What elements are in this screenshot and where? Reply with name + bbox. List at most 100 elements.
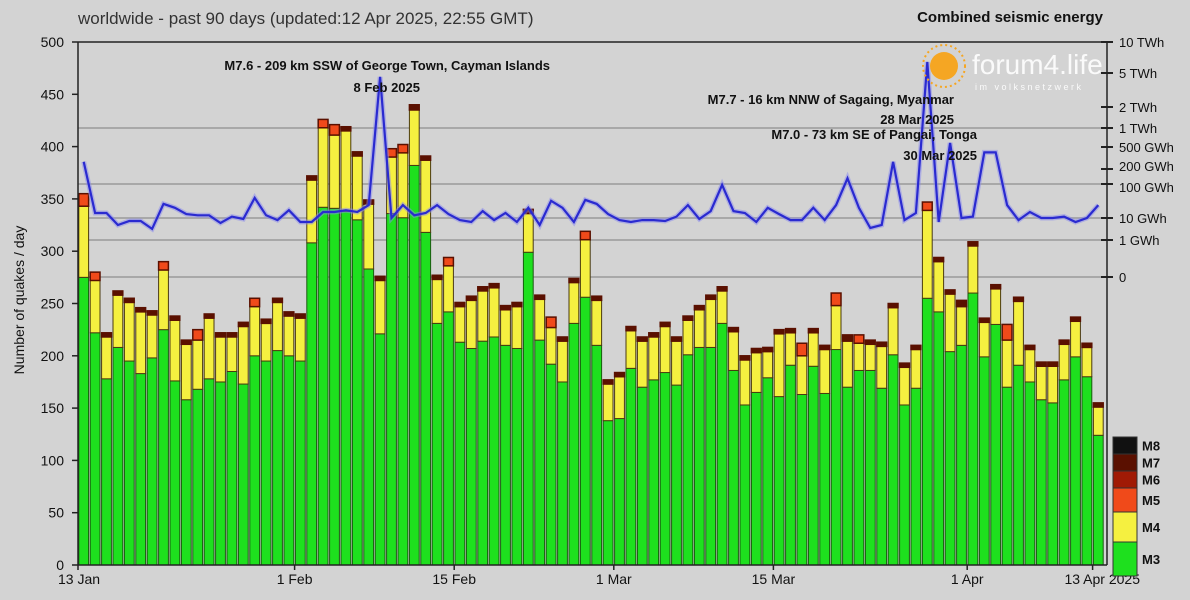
bar-m5-plus	[169, 315, 181, 321]
y2-tick-label: 200 GWh	[1119, 159, 1174, 174]
day-bar	[260, 318, 272, 566]
bar-m3	[853, 369, 865, 566]
bar-m4	[990, 288, 1002, 325]
day-bar	[237, 321, 249, 566]
bar-m3	[728, 369, 739, 566]
bar-m3	[557, 381, 568, 566]
bar-m4	[864, 343, 876, 371]
bar-m4	[625, 330, 637, 369]
bar-m4	[910, 349, 922, 389]
bar-m3	[397, 217, 409, 566]
bar-m4	[158, 269, 169, 331]
bar-m3	[750, 391, 762, 566]
bar-m5-plus	[1058, 339, 1070, 346]
bar-m4	[750, 352, 762, 393]
bar-m5-plus	[89, 271, 101, 282]
annotation-text: M7.7 - 16 km NNW of Sagaing, Myanmar	[708, 92, 954, 107]
day-bar	[340, 125, 352, 566]
bar-m5-plus	[249, 297, 261, 308]
bar-m5-plus	[351, 151, 363, 157]
bar-m5-plus	[1069, 316, 1082, 323]
chart-title: worldwide - past 90 days (updated:12 Apr…	[77, 9, 533, 28]
bar-m4	[465, 299, 477, 349]
bar-m3	[158, 329, 169, 566]
bar-m4	[853, 342, 865, 371]
day-bar	[602, 379, 614, 566]
day-bar	[739, 355, 751, 566]
bar-m5-plus	[1024, 344, 1036, 351]
day-bar	[693, 304, 705, 566]
bar-m5-plus	[739, 355, 751, 361]
legend-swatch-m3	[1112, 541, 1138, 577]
y2-tick-label: 5 TWh	[1119, 66, 1157, 81]
bar-m5-plus	[100, 332, 113, 338]
day-bar	[454, 301, 466, 566]
day-bar	[442, 256, 455, 566]
bar-m4	[1092, 406, 1104, 436]
bar-m4	[500, 309, 511, 346]
bar-m5-plus	[260, 318, 272, 325]
bar-m5-plus	[841, 334, 854, 342]
bar-m4	[363, 203, 375, 270]
y2-tick-label: 0	[1119, 270, 1126, 285]
bar-m5-plus	[762, 346, 774, 353]
bar-m5-plus	[887, 302, 899, 309]
bar-m3	[967, 292, 979, 566]
watermark: forum4.life im volksnetzwerk	[922, 44, 1103, 92]
bar-m5-plus	[921, 201, 933, 212]
day-bar	[511, 301, 523, 566]
bar-m4	[682, 319, 694, 356]
bar-m4	[420, 159, 432, 233]
bar-m4	[203, 317, 215, 380]
day-bar	[591, 295, 603, 566]
bar-m4	[1081, 346, 1093, 378]
day-bar	[420, 155, 432, 566]
bar-m5-plus	[146, 310, 158, 316]
bar-m4	[431, 278, 443, 324]
bar-m4	[967, 245, 979, 294]
day-bar	[773, 328, 785, 566]
bar-m5-plus	[431, 274, 443, 281]
x-tick-label: 15 Mar	[752, 571, 796, 587]
bar-m3	[306, 242, 318, 566]
bar-m4	[488, 287, 500, 338]
bar-m4	[477, 290, 489, 342]
day-bar	[226, 332, 238, 566]
day-bar	[1092, 402, 1104, 566]
bar-m4	[591, 299, 603, 346]
day-bar	[157, 260, 170, 566]
bar-m5-plus	[340, 125, 352, 132]
bar-m4	[876, 345, 888, 389]
day-bar	[545, 316, 557, 566]
bar-m5-plus	[157, 260, 170, 271]
bar-m3	[1024, 381, 1036, 566]
bar-m5-plus	[408, 104, 420, 111]
bar-m3	[682, 354, 694, 566]
energy-line-group	[81, 61, 1101, 233]
y-tick-label: 450	[41, 86, 65, 102]
bar-m4	[978, 321, 990, 358]
day-bar	[192, 328, 204, 566]
day-bar	[716, 286, 728, 566]
day-bar	[328, 123, 341, 566]
bar-m4	[762, 351, 774, 379]
bar-m4	[374, 279, 386, 335]
bar-m3	[226, 370, 238, 566]
bar-m4	[705, 298, 717, 348]
day-bar	[135, 306, 147, 566]
y-tick-label: 0	[56, 557, 64, 573]
bar-m5-plus	[990, 283, 1002, 290]
bar-m3	[101, 378, 112, 566]
bar-m4	[123, 301, 135, 362]
day-bar	[705, 294, 717, 566]
day-bar	[1001, 323, 1013, 566]
bar-m3	[123, 360, 135, 566]
day-bar	[1058, 339, 1070, 566]
bar-m3	[625, 367, 637, 566]
bar-m5-plus	[910, 344, 922, 351]
y-tick-label: 200	[41, 348, 65, 364]
bar-m4	[1035, 365, 1047, 401]
bar-m5-plus	[659, 321, 671, 328]
y-tick-label: 350	[41, 191, 65, 207]
